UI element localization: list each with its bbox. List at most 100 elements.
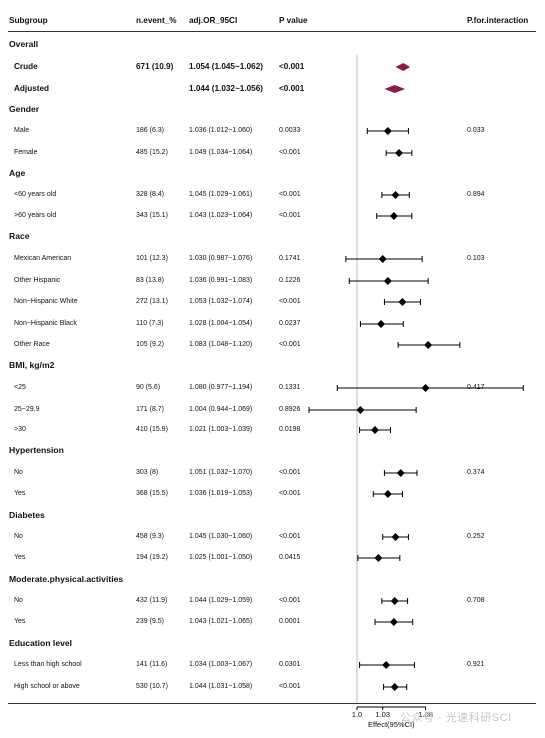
point-estimate [424, 341, 433, 349]
row-adj-or: 1.054 (1.045~1.062) [189, 62, 263, 71]
section-header: Race [9, 231, 30, 241]
point-estimate [377, 320, 385, 328]
row-adj-or: 1.021 (1.003~1.039) [189, 426, 253, 433]
section-header: Education level [9, 638, 73, 648]
row-n-event: 328 (8.4) [136, 191, 165, 198]
section-header: Diabetes [9, 510, 45, 520]
row-p-interaction: 0.708 [467, 597, 485, 604]
row-adj-or: 1.044 (1.029~1.059) [189, 597, 253, 604]
row-n-event: 83 (13.8) [136, 277, 165, 284]
row-n-event: 101 (12.3) [136, 255, 168, 262]
point-estimate [383, 277, 392, 285]
row-adj-or: 1.049 (1.034~1.064) [189, 149, 253, 156]
row-p-value: <0.001 [279, 212, 301, 219]
row-adj-or: 1.036 (1.012~1.060) [189, 127, 253, 134]
header-p-value: P value [279, 16, 308, 25]
row-n-event: 272 (13.1) [136, 298, 168, 305]
point-estimate [421, 384, 430, 392]
row-n-event: 485 (15.2) [136, 149, 168, 156]
row-p-value: 0.0301 [279, 661, 301, 668]
row-n-event: 105 (9.2) [136, 341, 165, 348]
row-adj-or: 1.045 (1.029~1.061) [189, 191, 253, 198]
row-p-value: 0.0237 [279, 320, 301, 327]
row-label: Yes [14, 554, 26, 561]
point-estimate [382, 661, 391, 669]
row-p-value: 0.0415 [279, 554, 301, 561]
row-p-value: <0.001 [279, 490, 301, 497]
row-p-value: 0.1226 [279, 277, 301, 284]
row-adj-or: 1.036 (0.991~1.083) [189, 277, 253, 284]
row-p-interaction: 0.252 [467, 533, 485, 540]
summary-diamond [395, 63, 411, 71]
point-estimate [395, 149, 403, 157]
row-label: 25~29.9 [14, 406, 40, 413]
row-n-event: 171 (8.7) [136, 406, 165, 413]
row-n-event: 90 (5.6) [136, 384, 161, 391]
row-p-interaction: 0.374 [467, 469, 485, 476]
row-adj-or: 1.030 (0.987~1.076) [189, 255, 253, 262]
point-estimate [391, 533, 400, 541]
point-estimate [374, 554, 383, 562]
point-estimate [383, 127, 392, 135]
row-adj-or: 1.044 (1.032~1.056) [189, 84, 263, 93]
row-label: Other Race [14, 341, 50, 348]
x-tick-label: 1.03 [375, 710, 390, 719]
section-header: Moderate.physical.activities [9, 574, 124, 584]
row-p-interaction: 0.921 [467, 661, 485, 668]
row-label: No [14, 533, 23, 540]
row-p-value: 0.0001 [279, 618, 301, 625]
row-n-event: 410 (15.9) [136, 426, 168, 433]
row-n-event: 530 (10.7) [136, 683, 168, 690]
row-adj-or: 1.051 (1.032~1.070) [189, 469, 253, 476]
row-p-value: 0.1741 [279, 255, 301, 262]
x-tick-label: 1.0 [352, 710, 362, 719]
row-p-interaction: 0.894 [467, 191, 485, 198]
row-p-value: <0.001 [279, 62, 305, 71]
row-p-interaction: 0.103 [467, 255, 485, 262]
row-label: Non−Hispanic Black [14, 320, 77, 327]
row-adj-or: 1.080 (0.977~1.194) [189, 384, 253, 391]
point-estimate [389, 618, 398, 626]
header-n-event: n.event_% [136, 16, 177, 25]
row-label: No [14, 469, 23, 476]
row-label: Female [14, 149, 38, 156]
point-estimate [389, 212, 398, 220]
row-adj-or: 1.043 (1.021~1.065) [189, 618, 253, 625]
row-n-event: 141 (11.6) [136, 661, 168, 668]
row-p-value: <0.001 [279, 84, 305, 93]
row-p-value: 0.0033 [279, 127, 301, 134]
row-adj-or: 1.036 (1.019~1.053) [189, 490, 253, 497]
row-p-value: <0.001 [279, 533, 301, 540]
row-adj-or: 1.004 (0.944~1.069) [189, 406, 253, 413]
row-label: Yes [14, 490, 26, 497]
row-p-value: <0.001 [279, 149, 301, 156]
row-adj-or: 1.053 (1.032~1.074) [189, 298, 253, 305]
row-adj-or: 1.034 (1.003~1.067) [189, 661, 253, 668]
point-estimate [390, 683, 399, 691]
row-n-event: 458 (9.3) [136, 533, 165, 540]
row-label: <25 [14, 384, 26, 391]
row-n-event: 432 (11.9) [136, 597, 168, 604]
x-axis-label: Effect(95%CI) [368, 720, 415, 729]
watermark: 公众号 · 光速科研SCI [400, 712, 512, 724]
row-p-value: 0.0198 [279, 426, 301, 433]
row-p-value: <0.001 [279, 341, 301, 348]
row-n-event: 186 (6.3) [136, 127, 165, 134]
header-adj-or: adj.OR_95CI [189, 16, 238, 25]
row-p-value: <0.001 [279, 469, 301, 476]
point-estimate [391, 191, 400, 199]
row-n-event: 239 (9.5) [136, 618, 165, 625]
row-p-value: <0.001 [279, 191, 301, 198]
row-adj-or: 1.083 (1.048~1.120) [189, 341, 253, 348]
row-adj-or: 1.028 (1.004~1.054) [189, 320, 253, 327]
row-label: Adjusted [14, 84, 50, 93]
row-label: Less than high school [14, 661, 82, 668]
row-n-event: 343 (15.1) [136, 212, 168, 219]
row-label: High school or above [14, 683, 80, 690]
point-estimate [356, 406, 365, 414]
header-p-interaction: P.for.interaction [467, 16, 529, 25]
row-label: Non−Hispanic White [14, 298, 78, 305]
x-tick-label: 1.08 [418, 710, 433, 719]
row-adj-or: 1.043 (1.023~1.064) [189, 212, 253, 219]
